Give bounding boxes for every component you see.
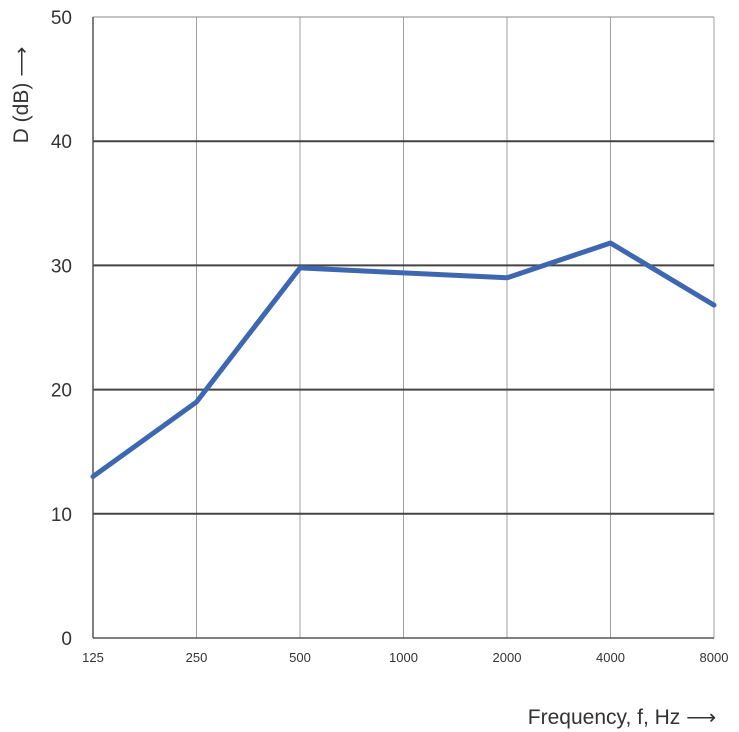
axes xyxy=(92,17,714,639)
x-tick-label-125: 125 xyxy=(82,650,104,665)
y-tick-label-0: 0 xyxy=(61,629,72,650)
x-tick-label-8000: 8000 xyxy=(700,650,729,665)
x-tick-label-1000: 1000 xyxy=(389,650,418,665)
x-tick-label-4000: 4000 xyxy=(596,650,625,665)
y-tick-label-10: 10 xyxy=(51,505,72,526)
x-tick-label-2000: 2000 xyxy=(493,650,522,665)
y-tick-label-20: 20 xyxy=(51,381,72,402)
y-tick-label-30: 30 xyxy=(51,256,72,277)
x-tick-label-250: 250 xyxy=(186,650,208,665)
x-tick-labels: 125 250 500 1000 2000 4000 8000 xyxy=(82,650,728,665)
y-tick-label-50: 50 xyxy=(51,8,72,29)
y-tick-labels: 0 10 20 30 40 50 xyxy=(51,8,72,650)
grid xyxy=(93,16,715,638)
x-tick-label-500: 500 xyxy=(289,650,311,665)
y-axis-label: D (dB) ⟶ xyxy=(10,47,33,144)
series-group xyxy=(90,240,717,479)
y-tick-label-40: 40 xyxy=(51,132,72,153)
x-axis-label: Frequency, f, Hz ⟶ xyxy=(528,706,716,729)
